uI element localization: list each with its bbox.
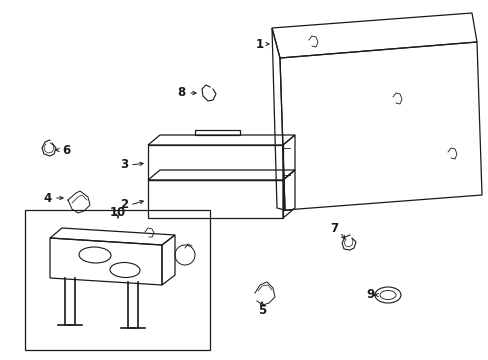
Text: 10: 10 xyxy=(110,206,126,219)
Text: 9: 9 xyxy=(366,288,374,302)
Text: 6: 6 xyxy=(62,144,70,157)
Text: 3: 3 xyxy=(120,158,128,171)
Text: 2: 2 xyxy=(120,198,128,211)
Text: 7: 7 xyxy=(329,221,337,234)
Bar xyxy=(25,210,209,350)
Text: 1: 1 xyxy=(255,37,264,50)
Text: 8: 8 xyxy=(177,86,185,99)
Text: 4: 4 xyxy=(43,192,52,204)
Text: 5: 5 xyxy=(257,303,265,316)
